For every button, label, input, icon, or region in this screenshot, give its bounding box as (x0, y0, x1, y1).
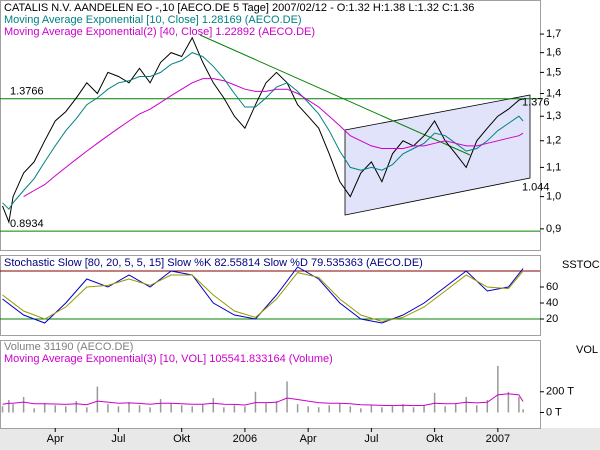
y-tick-label: 1,0 (546, 191, 561, 203)
y-tick-label: 200 T (546, 386, 574, 398)
volume-title: Volume 31190 (AECO.DE) (4, 341, 133, 353)
y-tick-label: 1,1 (546, 161, 561, 173)
panel-label: VOL (576, 344, 598, 356)
series-line (2, 270, 524, 322)
y-tick-label: 0 T (546, 406, 562, 418)
y-tick-label: 1,5 (546, 66, 561, 78)
series-line (2, 266, 524, 324)
price-label: 1.044 (522, 181, 550, 193)
y-tick-label: 0,9 (546, 223, 561, 235)
trend-channel (344, 94, 531, 216)
stochastic-title: Stochastic Slow [80, 20, 5, 5, 15] Slow … (4, 257, 423, 269)
marks (0, 36, 540, 413)
series-line (23, 78, 524, 198)
x-tick-label: Jul (364, 433, 378, 445)
x-tick-label: Apr (300, 433, 317, 445)
x-tick-label: 2006 (233, 433, 257, 445)
series-line (2, 36, 524, 224)
y-tick-label: 60 (546, 281, 558, 293)
reference-label: 0.8934 (10, 218, 44, 230)
price-label: 1.376 (522, 97, 550, 109)
legend-entry: Moving Average Exponential(3) [10, VOL] … (4, 353, 333, 365)
chart-title: CATALIS N.V. AANDELEN EO -,10 [AECO.DE 5… (4, 2, 474, 14)
y-tick-label: 1,3 (546, 110, 561, 122)
x-tick-label: Jul (111, 433, 125, 445)
legend-entry: Moving Average Exponential [10, Close] 1… (4, 14, 302, 26)
panel-label: SSTOC (562, 259, 600, 271)
x-tick-label: Okt (173, 433, 190, 445)
y-tick-label: 1,4 (546, 87, 561, 99)
y-tick-label: 20 (546, 313, 558, 325)
volume-panel (0, 340, 541, 429)
legend-entry: Moving Average Exponential(2) [40, Close… (4, 26, 315, 38)
y-tick-label: 1,6 (546, 47, 561, 59)
y-tick-label: 1,7 (546, 28, 561, 40)
x-axis-band (0, 428, 600, 450)
series-line (2, 393, 524, 407)
stochastic-panel (0, 255, 541, 336)
y-tick-label: 40 (546, 297, 558, 309)
series-line (2, 52, 524, 210)
x-tick-label: Okt (426, 433, 443, 445)
y-tick-label: 1,2 (546, 135, 561, 147)
x-tick-label: Apr (47, 433, 64, 445)
reference-label: 1.3766 (10, 86, 44, 98)
x-tick-label: 2007 (486, 433, 510, 445)
